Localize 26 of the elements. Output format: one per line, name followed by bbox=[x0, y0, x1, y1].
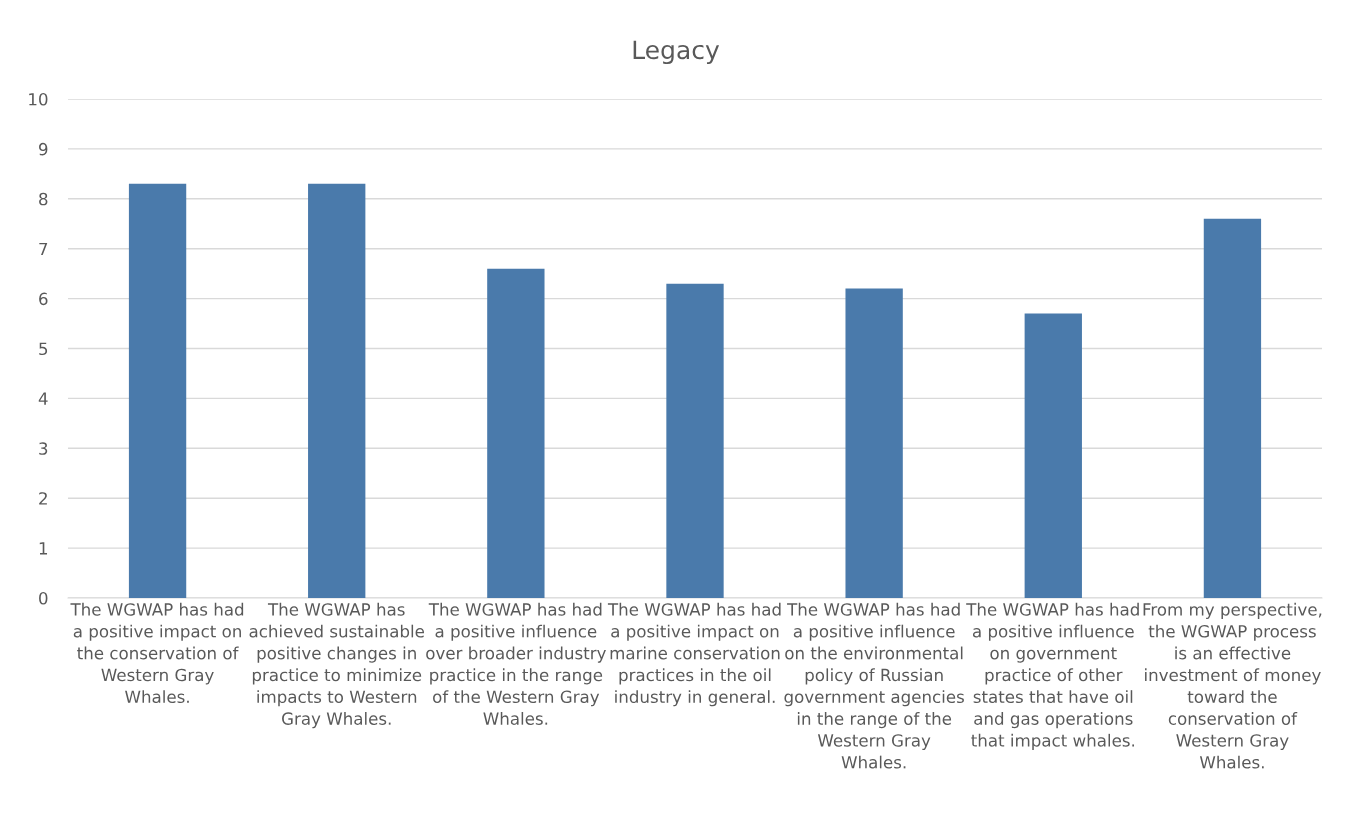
x-tick-label: The WGWAP has achieved sustainable positive changes in practice to minimize impacts to Western Gray Whales. bbox=[249, 602, 425, 729]
x-tick-label: The WGWAP has had a positive influence over broader industry practice in the range of the Western Gray Whales. bbox=[426, 602, 606, 725]
chart-title: Legacy bbox=[633, 40, 720, 65]
y-tick-label: 5 bbox=[39, 342, 48, 356]
y-tick-label: 10 bbox=[29, 92, 48, 106]
y-tick-label: 9 bbox=[39, 142, 48, 156]
bar bbox=[308, 183, 366, 598]
y-tick-label: 4 bbox=[38, 392, 48, 405]
bar bbox=[1203, 218, 1262, 598]
x-tick-label: From my perspective, the WGWAP process is an effective investment of money toward the conservation of Western Gray Whales. bbox=[1143, 602, 1322, 769]
bar bbox=[128, 183, 187, 598]
x-tick-label: The WGWAP has had a positive influence on the environmental policy of Russian government agencies in the range of the Western Gray Whales. bbox=[784, 602, 964, 769]
x-tick-label: The WGWAP has had a positive impact on the conservation of Western Gray Whales. bbox=[70, 602, 244, 704]
y-tick-label: 6 bbox=[39, 292, 48, 306]
y-tick-label: 0 bbox=[39, 591, 48, 605]
y-tick-label: 3 bbox=[39, 442, 48, 455]
x-tick-label: The WGWAP has had a positive impact on marine conservation practices in the oil industry in general. bbox=[607, 602, 781, 707]
x-tick-label: The WGWAP has had a positive influence on government practice of other states that have oil and gas operations that impact whales. bbox=[966, 602, 1139, 750]
bar bbox=[666, 283, 724, 598]
y-tick-label: 7 bbox=[39, 242, 48, 256]
bar bbox=[1024, 313, 1082, 598]
y-tick-label: 8 bbox=[39, 192, 48, 206]
bar bbox=[487, 268, 545, 598]
bar bbox=[845, 288, 903, 598]
y-tick-label: 2 bbox=[39, 492, 47, 505]
y-tick-label: 1 bbox=[39, 542, 48, 555]
